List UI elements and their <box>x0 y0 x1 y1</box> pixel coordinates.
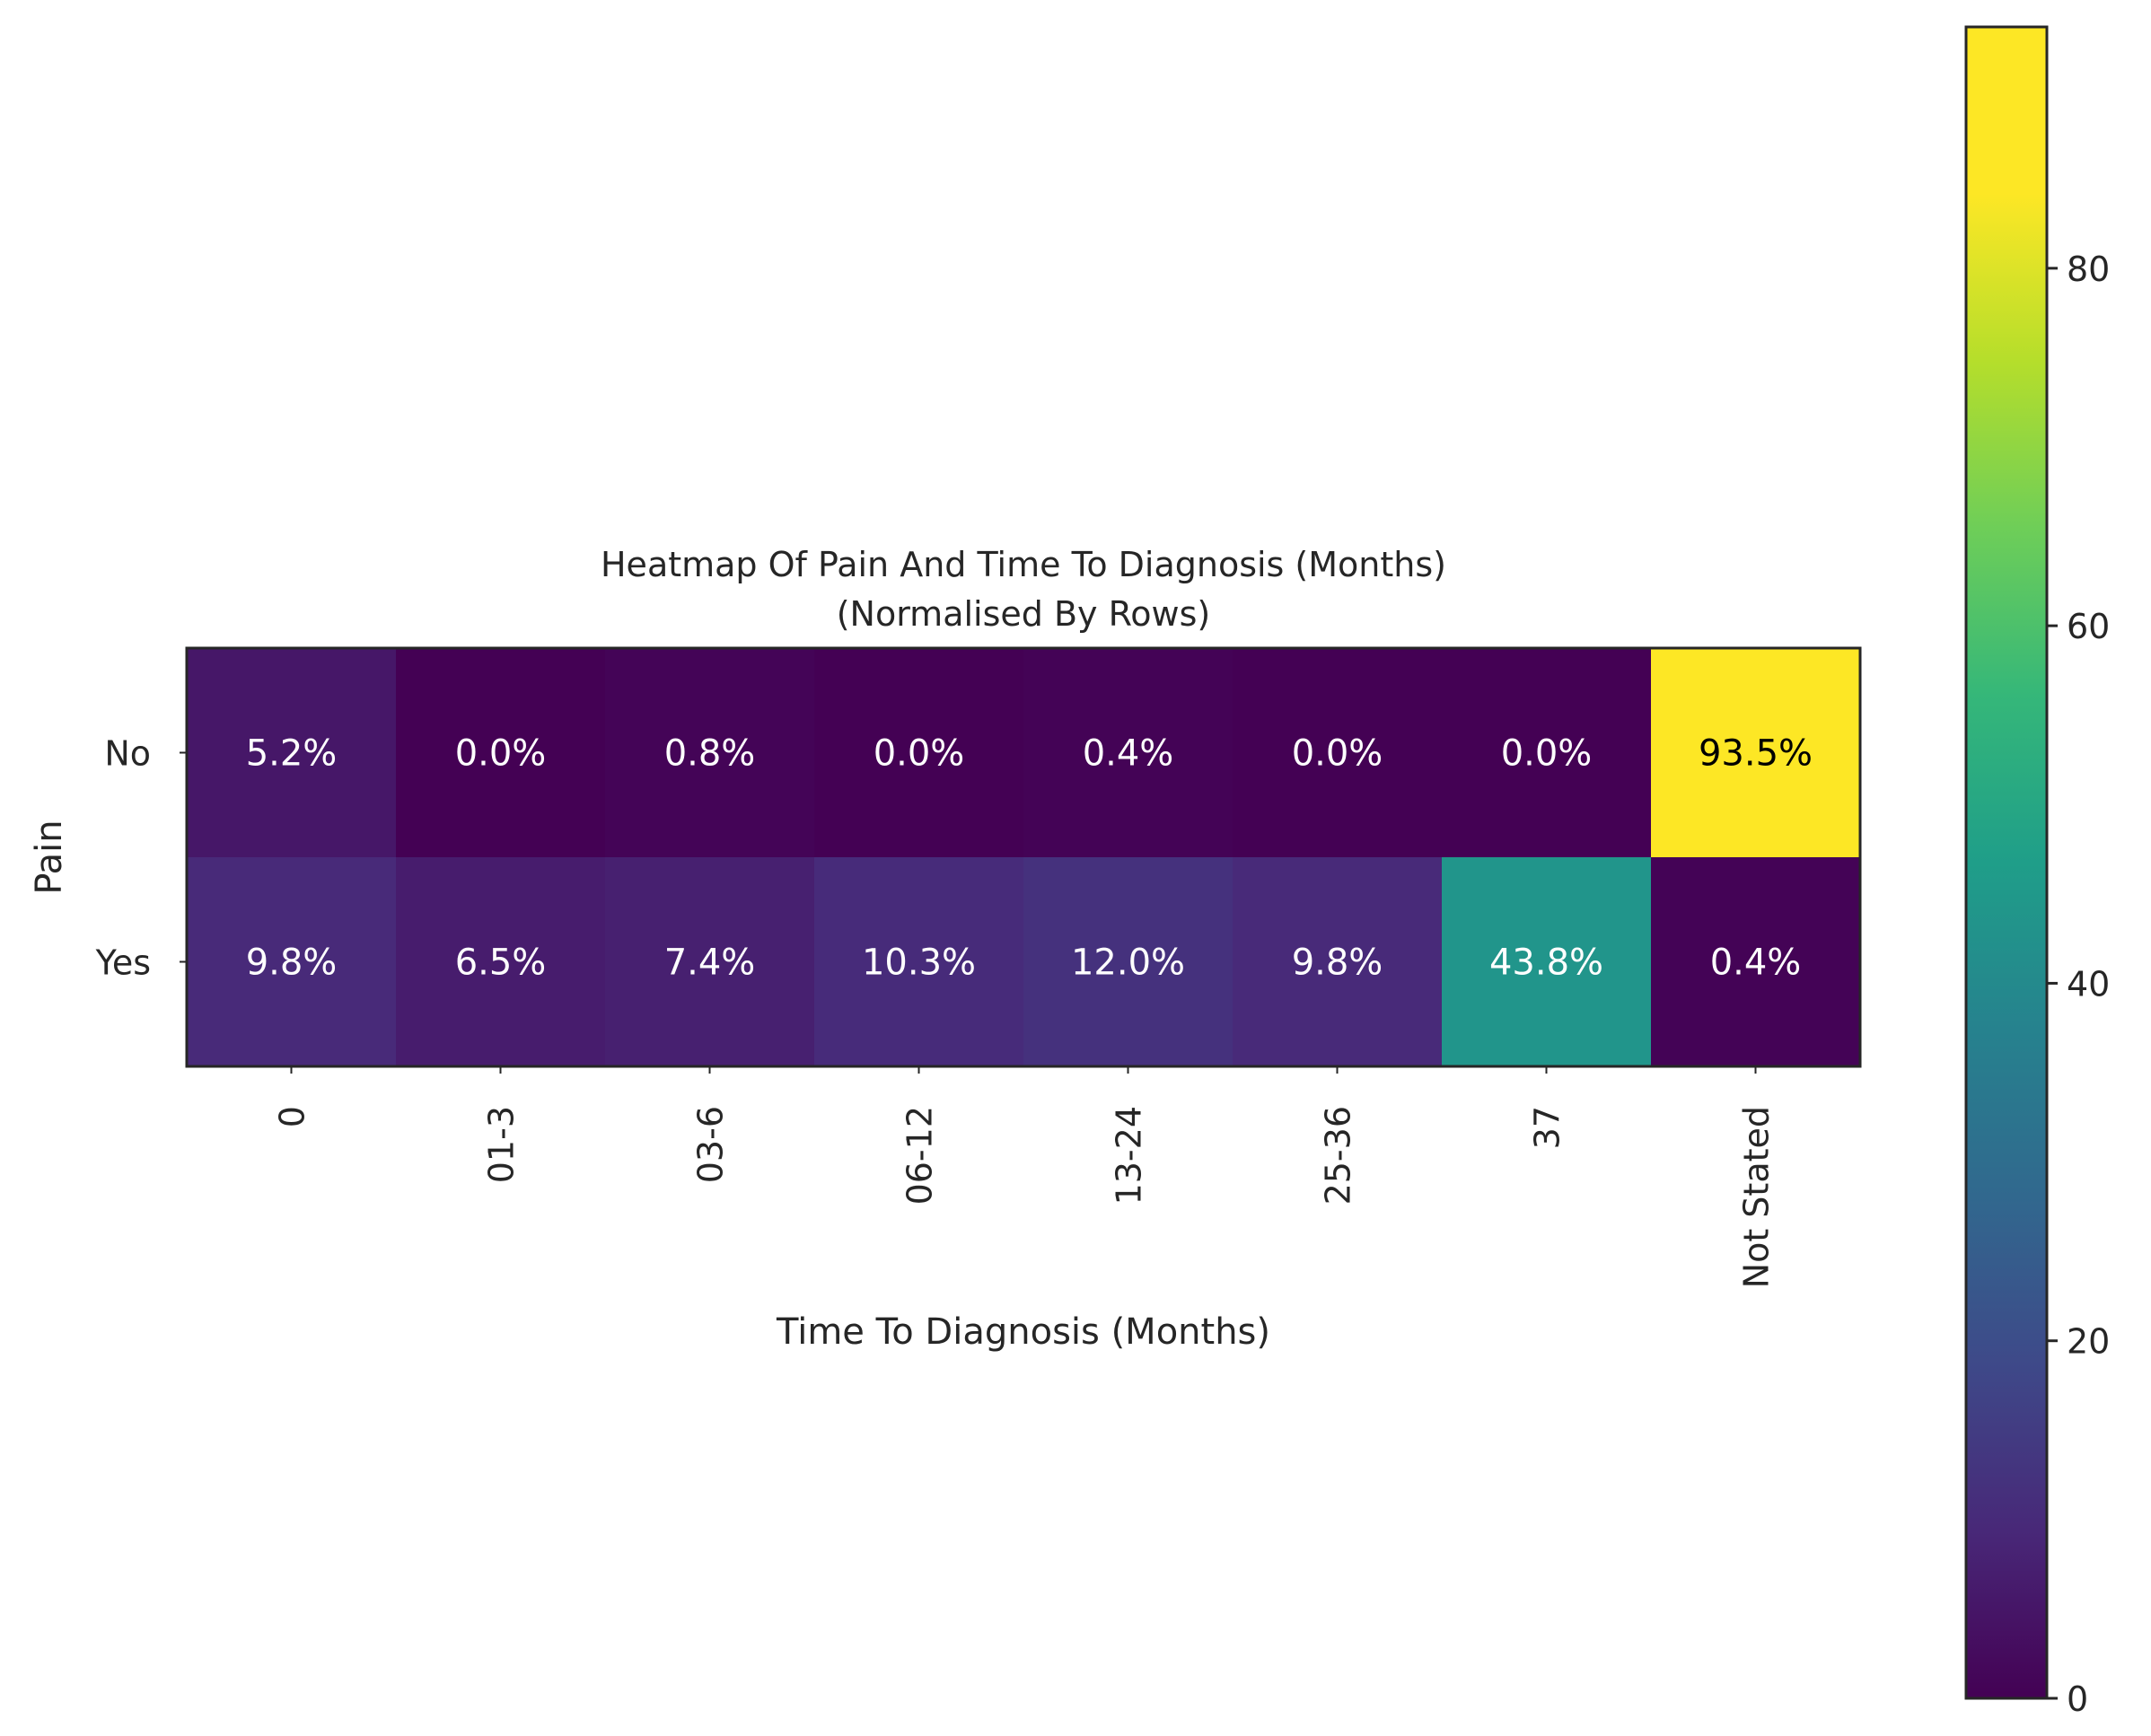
cell-label: 9.8% <box>246 943 338 984</box>
chart-title: Heatmap Of Pain And Time To Diagnosis (M… <box>601 545 1446 584</box>
heatmap-cell <box>187 857 396 1066</box>
x-axis-label: Time To Diagnosis (Months) <box>776 1311 1270 1353</box>
x-tick-label: Not Stated <box>1737 1106 1777 1288</box>
x-tick-label: 03-6 <box>691 1106 731 1183</box>
cell-label: 9.8% <box>1292 943 1383 984</box>
heatmap-cell-labels: 5.2% 0.0% 0.8% 0.0% 0.4% 0.0% 0.0% 93.5% 9.8% 6.5… <box>246 733 1813 984</box>
cell-label: 7.4% <box>664 943 756 984</box>
y-axis-label: Pain <box>29 820 70 894</box>
cell-label: 93.5% <box>1699 733 1813 775</box>
heatmap-cell <box>1233 648 1442 857</box>
cell-label: 6.5% <box>455 943 547 984</box>
x-tick-label: 37 <box>1528 1106 1567 1149</box>
heatmap-cell <box>187 648 396 857</box>
cell-label: 5.2% <box>246 733 338 775</box>
heatmap-cell <box>1442 648 1651 857</box>
x-tick-label: 06-12 <box>900 1106 940 1205</box>
cell-label: 0.0% <box>874 733 965 775</box>
heatmap-cell <box>1023 648 1233 857</box>
heatmap-cell <box>1651 857 1860 1066</box>
heatmap-cell <box>605 857 814 1066</box>
x-tick-label: 25-36 <box>1319 1106 1358 1205</box>
y-tick-label: Yes <box>95 943 151 983</box>
cell-label: 0.0% <box>455 733 547 775</box>
colorbar-tick-label: 20 <box>2067 1322 2110 1362</box>
colorbar-tick-label: 40 <box>2067 964 2110 1004</box>
chart-subtitle: (Normalised By Rows) <box>837 594 1211 634</box>
cell-label: 12.0% <box>1071 943 1185 984</box>
cell-label: 0.0% <box>1501 733 1593 775</box>
cell-label: 0.8% <box>664 733 756 775</box>
heatmap-cell <box>1442 857 1651 1066</box>
cell-label: 10.3% <box>862 943 976 984</box>
y-axis-ticks: No Yes <box>95 734 187 983</box>
heatmap-cell <box>396 648 605 857</box>
heatmap-frame <box>185 646 1862 1068</box>
heatmap-cell <box>1023 857 1233 1066</box>
x-axis-ticks: 0 01-3 03-6 06-12 13-24 25-36 37 Not Stated <box>273 1066 1777 1288</box>
cell-label: 43.8% <box>1489 943 1603 984</box>
colorbar <box>1964 25 2049 1700</box>
heatmap-cells <box>187 648 1860 1066</box>
cell-label: 0.4% <box>1083 733 1174 775</box>
colorbar-tick-label: 0 <box>2067 1679 2088 1719</box>
heatmap-cell <box>814 857 1023 1066</box>
x-tick-label: 01-3 <box>482 1106 522 1183</box>
colorbar-tick-label: 80 <box>2067 250 2110 289</box>
cell-label: 0.0% <box>1292 733 1383 775</box>
heatmap-cell <box>1233 857 1442 1066</box>
x-tick-label: 0 <box>273 1106 312 1127</box>
colorbar-ticks: 0 20 40 60 80 <box>2047 250 2110 1719</box>
x-tick-label: 13-24 <box>1110 1106 1149 1205</box>
colorbar-tick-label: 60 <box>2067 607 2110 646</box>
heatmap-cell <box>605 648 814 857</box>
heatmap-cell <box>1651 648 1860 857</box>
cell-label: 0.4% <box>1710 943 1802 984</box>
heatmap-cell <box>396 857 605 1066</box>
y-tick-label: No <box>104 734 151 774</box>
heatmap-cell <box>814 648 1023 857</box>
